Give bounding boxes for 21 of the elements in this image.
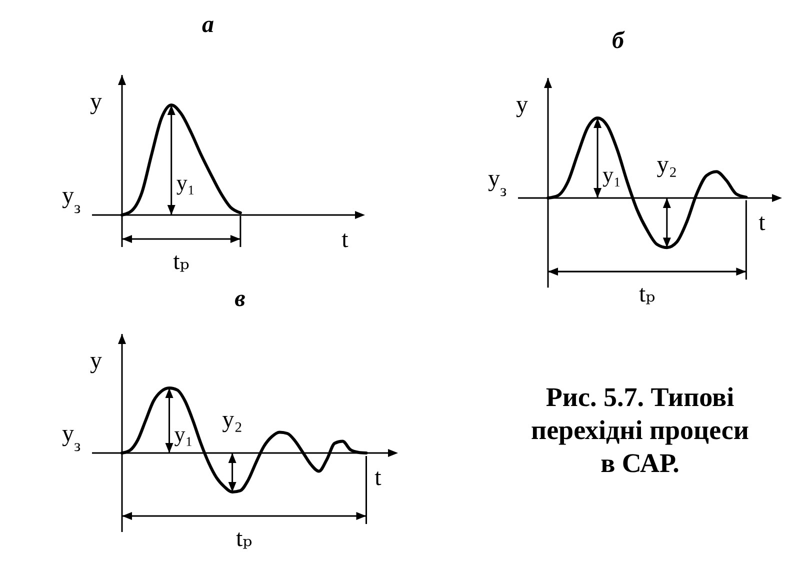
annotation: y₂	[222, 407, 242, 433]
text: y$_{з}$	[488, 166, 507, 200]
text: Рис. 5.7. Типові перехідні процеси в САР.	[531, 382, 749, 478]
x-axis-title: t	[758, 210, 766, 236]
y-axis-title: y	[516, 92, 528, 118]
text: tₚ	[638, 282, 656, 308]
y-axis-title: y	[90, 89, 102, 115]
chart-title: в	[234, 286, 246, 312]
text: y$_{з}$	[62, 183, 81, 216]
annotation: y₁	[602, 162, 622, 187]
x-axis-title: t	[374, 465, 382, 491]
chart-title: б	[612, 28, 626, 54]
annotation: y₁	[176, 170, 196, 195]
text: tₚ	[236, 526, 252, 552]
chart-title: а	[202, 12, 214, 38]
annotation: y₂	[656, 152, 678, 178]
text: tₚ	[173, 249, 190, 275]
annotation: y₁	[174, 422, 193, 446]
y-axis-title: y	[90, 348, 102, 374]
x-axis-title: t	[342, 227, 349, 253]
text: y$_{з}$	[62, 421, 81, 454]
